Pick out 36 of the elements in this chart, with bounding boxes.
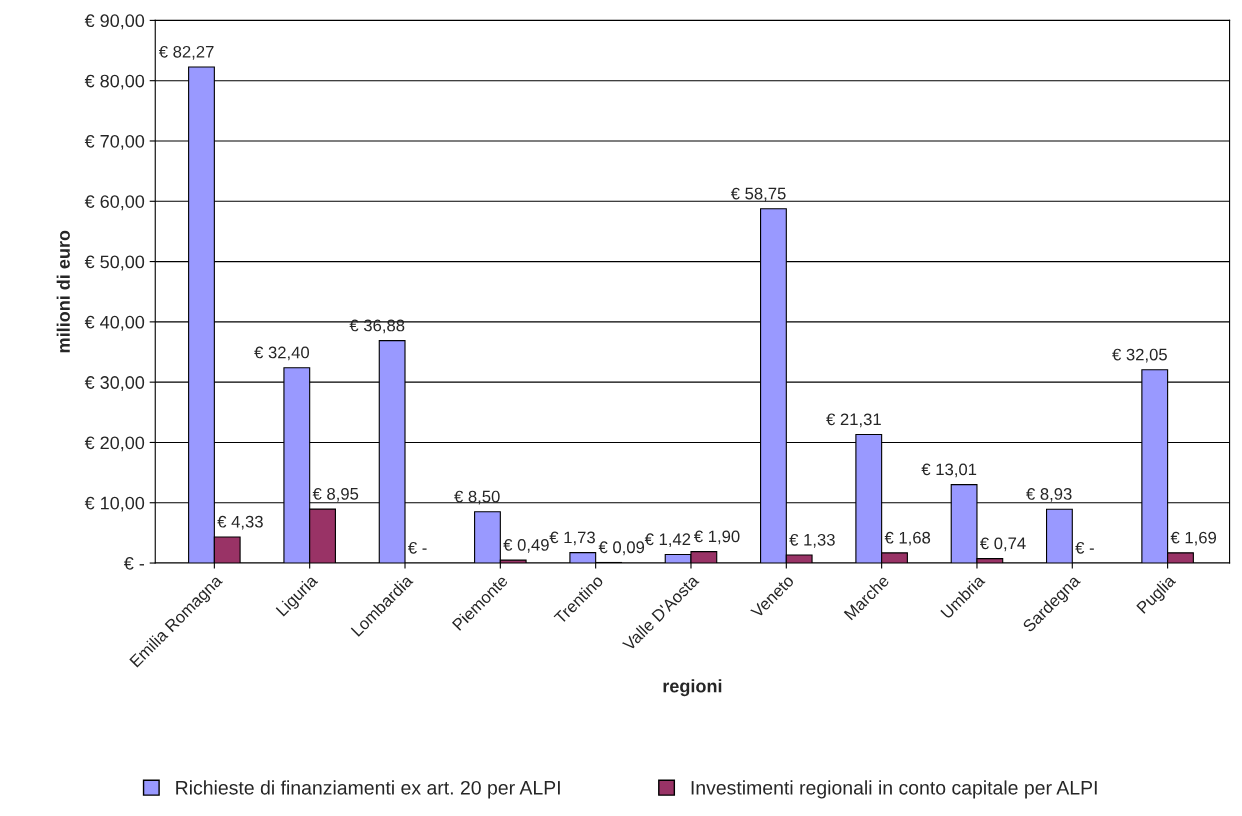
y-tick-label: € 80,00 (84, 74, 145, 90)
data-label: € - (408, 541, 427, 554)
y-tick-label: € 60,00 (84, 195, 145, 211)
data-label: € - (1075, 541, 1094, 554)
data-label: € 1,33 (789, 533, 835, 548)
y-axis-title: milioni di euro (56, 230, 70, 353)
data-label: € 36,88 (349, 319, 405, 334)
data-label: € 8,95 (312, 487, 359, 502)
data-label: € 0,49 (503, 538, 549, 553)
data-label: € 32,40 (254, 346, 310, 361)
data-label: € 1,90 (693, 530, 740, 545)
data-label: € 21,31 (826, 413, 881, 428)
data-label: € 0,09 (598, 541, 645, 556)
data-label: € 82,27 (158, 45, 214, 60)
y-tick-label: € - (123, 556, 145, 570)
data-label: € 32,05 (1112, 348, 1167, 363)
y-tick-label: € 50,00 (84, 255, 145, 271)
data-label: € 58,75 (730, 187, 786, 202)
data-label: € 1,73 (549, 531, 595, 546)
data-label: € 0,74 (979, 537, 1026, 552)
data-label: € 1,42 (644, 533, 691, 548)
data-label: € 4,33 (217, 515, 263, 530)
y-tick-label: € 20,00 (84, 436, 145, 452)
y-tick-label: € 10,00 (84, 496, 145, 512)
y-tick-label: € 90,00 (84, 14, 145, 30)
x-axis-title: regioni (663, 679, 722, 697)
legend-label: Investimenti regionali in conto capitale per ALPI (691, 780, 1097, 799)
y-tick-label: € 30,00 (84, 376, 145, 392)
data-label: € 8,93 (1026, 488, 1072, 502)
y-tick-label: € 40,00 (84, 315, 145, 331)
y-tick-label: € 70,00 (84, 134, 145, 150)
data-label: € 13,01 (921, 463, 977, 478)
data-label: € 8,50 (454, 490, 500, 505)
legend-label: Richieste di finanziamenti ex art. 20 per ALPI (176, 780, 560, 799)
data-label: € 1,68 (884, 531, 931, 546)
data-label: € 1,69 (1170, 531, 1217, 546)
